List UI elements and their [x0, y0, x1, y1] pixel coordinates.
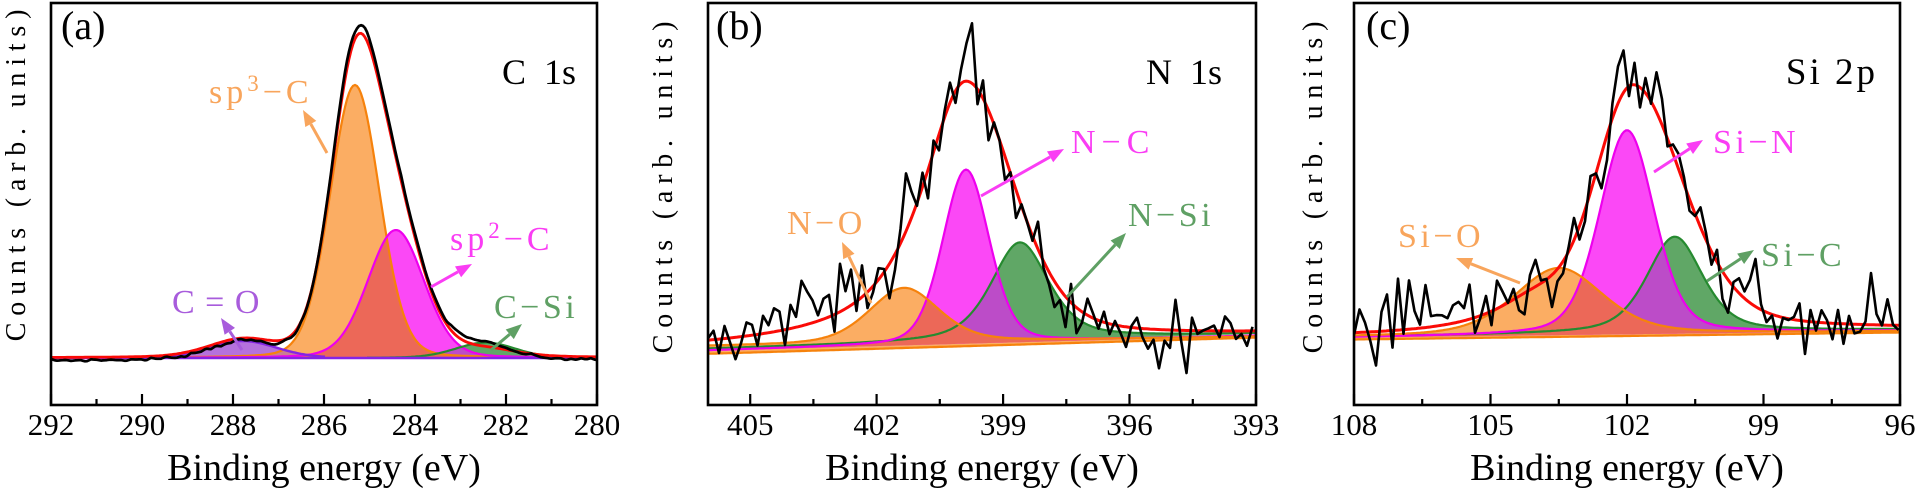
svg-text:Binding energy (eV): Binding energy (eV)	[825, 447, 1139, 489]
svg-text:393: 393	[1233, 407, 1280, 442]
svg-text:(b): (b)	[716, 3, 763, 48]
svg-text:Si−C: Si−C	[1761, 237, 1845, 274]
svg-text:C = O: C = O	[172, 284, 260, 321]
svg-text:Binding energy (eV): Binding energy (eV)	[1470, 447, 1784, 489]
svg-text:Counts (arb. units): Counts (arb. units)	[1, 3, 32, 341]
svg-text:288: 288	[210, 407, 257, 442]
svg-text:N 1s: N 1s	[1146, 52, 1222, 92]
svg-text:Counts (arb. units): Counts (arb. units)	[648, 15, 679, 353]
svg-text:N−C: N−C	[1071, 124, 1155, 161]
svg-text:102: 102	[1604, 407, 1651, 442]
svg-text:280: 280	[574, 407, 621, 442]
svg-text:396: 396	[1106, 407, 1153, 442]
svg-text:96: 96	[1885, 407, 1916, 442]
svg-text:Si−N: Si−N	[1713, 124, 1799, 161]
svg-text:C−Si: C−Si	[494, 289, 578, 326]
svg-text:286: 286	[301, 407, 348, 442]
svg-text:292: 292	[28, 407, 75, 442]
svg-text:290: 290	[119, 407, 166, 442]
svg-text:284: 284	[392, 407, 439, 442]
svg-text:N−O: N−O	[787, 205, 866, 242]
svg-text:(c): (c)	[1366, 3, 1410, 48]
svg-text:99: 99	[1748, 407, 1779, 442]
svg-text:105: 105	[1467, 407, 1514, 442]
svg-text:402: 402	[853, 407, 900, 442]
svg-text:282: 282	[483, 407, 530, 442]
svg-text:Si−O: Si−O	[1398, 218, 1484, 255]
svg-text:C 1s: C 1s	[502, 52, 576, 92]
svg-text:108: 108	[1331, 407, 1378, 442]
svg-text:Si 2p: Si 2p	[1786, 52, 1878, 93]
svg-text:399: 399	[980, 407, 1027, 442]
svg-text:Binding energy (eV): Binding energy (eV)	[167, 447, 481, 489]
svg-text:405: 405	[727, 407, 774, 442]
svg-text:Counts (arb. units): Counts (arb. units)	[1298, 15, 1329, 353]
svg-text:(a): (a)	[61, 3, 105, 48]
svg-text:N−Si: N−Si	[1128, 197, 1214, 234]
